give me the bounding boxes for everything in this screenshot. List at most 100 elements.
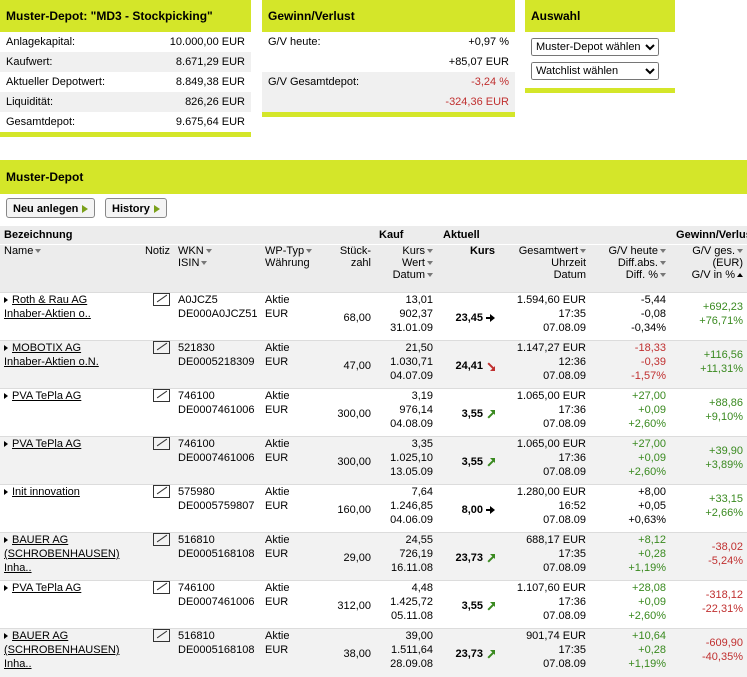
depot-select[interactable]: Muster-Depot wählen (531, 38, 659, 56)
expand-arrow-icon[interactable] (4, 585, 8, 592)
sort-down-icon (205, 249, 212, 254)
stock-name-link[interactable]: Roth & Rau AG Inhaber-Aktien o.. (4, 294, 91, 320)
gv-heute-abs-row: +85,07 EUR (262, 52, 515, 72)
gv-total-pct: +2,66% (705, 507, 743, 519)
gv-total-pct: -40,35% (702, 651, 743, 663)
current-price: 3,55 (461, 456, 483, 468)
note-edit-icon[interactable] (153, 437, 170, 450)
current-date: 07.08.09 (543, 610, 586, 622)
current-date: 07.08.09 (543, 370, 586, 382)
col-kurs[interactable]: Kurs Wert Datum (375, 244, 437, 293)
stock-name-link[interactable]: BAUER AG (SCHROBENHAUSEN) Inha.. (4, 630, 120, 670)
note-edit-icon[interactable] (153, 581, 170, 594)
note-edit-icon[interactable] (153, 293, 170, 306)
stock-name-link[interactable]: PVA TePla AG (12, 582, 82, 594)
summary-value: 10.000,00 EUR (169, 36, 245, 48)
expand-arrow-icon[interactable] (4, 537, 8, 544)
gv-total: -318,12 (705, 589, 743, 601)
current-price: 3,55 (461, 600, 483, 612)
buy-price: 3,19 (411, 390, 433, 402)
depot-table-body: Name Notiz WKN ISIN WP-Typ Währung Stück-z… (0, 244, 747, 677)
expand-arrow-icon[interactable] (4, 441, 8, 448)
expand-arrow-icon[interactable] (4, 297, 8, 304)
auswahl-box: Auswahl Muster-Depot wählen Watchlist wä… (525, 0, 675, 93)
wp-typ: Aktie (265, 438, 290, 450)
gv-total-pct: +76,71% (699, 315, 743, 327)
current-price: 8,00 (461, 504, 483, 516)
currency: EUR (265, 644, 289, 656)
currency: EUR (265, 356, 289, 368)
box-bottom-bar (525, 88, 675, 93)
gv-summary-box: Gewinn/Verlust G/V heute: +0,97 % +85,07… (262, 0, 515, 124)
time: 12:36 (558, 356, 586, 368)
wp-typ: Aktie (265, 390, 290, 402)
wkn: 521830 (178, 342, 215, 354)
buy-date: 04.06.09 (390, 514, 433, 526)
watchlist-select[interactable]: Watchlist wählen (531, 62, 659, 80)
time: 17:36 (558, 452, 586, 464)
stock-name-link[interactable]: BAUER AG (SCHROBENHAUSEN) Inha.. (4, 534, 120, 574)
depot-section-title: Muster-Depot (0, 160, 747, 194)
expand-arrow-icon[interactable] (4, 345, 8, 352)
buy-value: 1.025,10 (390, 452, 433, 464)
stueckzahl: 47,00 (343, 360, 371, 372)
stock-name-link[interactable]: PVA TePla AG (12, 438, 82, 450)
note-edit-icon[interactable] (153, 485, 170, 498)
buy-date: 04.08.09 (390, 418, 433, 430)
col-gvheute[interactable]: G/V heute Diff.abs. Diff. % (590, 244, 670, 293)
stock-name-link[interactable]: Init innovation (12, 486, 80, 498)
currency: EUR (265, 308, 289, 320)
col-wptyp[interactable]: WP-Typ Währung (261, 244, 333, 293)
col-name[interactable]: Name (0, 244, 127, 293)
diff-abs: +0,28 (638, 548, 666, 560)
current-price: 23,73 (455, 648, 483, 660)
isin: DE0007461006 (178, 596, 255, 608)
history-button[interactable]: History (105, 198, 167, 218)
diff-pct: +2,60% (628, 466, 666, 478)
diff-pct: -0,34% (631, 322, 666, 334)
table-row: Roth & Rau AG Inhaber-Aktien o.. A0JCZ5 DE… (0, 292, 747, 341)
buy-value: 726,19 (399, 548, 433, 560)
buy-price: 4,48 (411, 582, 433, 594)
time: 17:35 (558, 548, 586, 560)
col-gvges[interactable]: G/V ges. (EUR) G/V in % (670, 244, 747, 293)
time: 17:35 (558, 308, 586, 320)
col-wkn[interactable]: WKN ISIN (174, 244, 261, 293)
total-value: 1.280,00 EUR (516, 486, 586, 498)
diff-abs: +0,28 (638, 644, 666, 656)
note-edit-icon[interactable] (153, 389, 170, 402)
note-edit-icon[interactable] (153, 341, 170, 354)
stock-name-link[interactable]: MOBOTIX AG Inhaber-Aktien o.N. (4, 342, 99, 368)
table-row: PVA TePla AG 746100 DE0007461006 Aktie EUR 30… (0, 436, 747, 485)
diff-abs: -0,08 (640, 308, 666, 320)
currency: EUR (265, 404, 289, 416)
wp-typ: Aktie (265, 486, 290, 498)
stock-name-link[interactable]: PVA TePla AG (12, 390, 82, 402)
gv-total: +88,86 (709, 397, 743, 409)
gv-today: -5,44 (640, 294, 666, 306)
note-edit-icon[interactable] (153, 533, 170, 546)
depot-summary-row: Aktueller Depotwert: 8.849,38 EUR (0, 72, 251, 92)
gv-gesamt-label: G/V Gesamtdepot: (268, 76, 360, 88)
expand-arrow-icon[interactable] (4, 633, 8, 640)
diff-pct: +1,19% (628, 562, 666, 574)
isin: DE0005168108 (178, 644, 255, 656)
summary-value: 8.849,38 EUR (175, 76, 245, 88)
col-gesamtwert[interactable]: Gesamtwert Uhrzeit Datum (499, 244, 590, 293)
gv-today: -18,33 (634, 342, 666, 354)
diff-abs: +0,09 (638, 452, 666, 464)
stueckzahl: 29,00 (343, 552, 371, 564)
gv-total: +39,90 (709, 445, 743, 457)
gv-gesamt-row: G/V Gesamtdepot: -3,24 % (262, 72, 515, 92)
expand-arrow-icon[interactable] (4, 393, 8, 400)
note-edit-icon[interactable] (153, 629, 170, 642)
expand-arrow-icon[interactable] (4, 489, 8, 496)
gv-gesamt-abs: -324,36 EUR (445, 96, 509, 108)
wp-typ: Aktie (265, 294, 290, 306)
depot-summary-box: Muster-Depot: "MD3 - Stockpicking" Anlag… (0, 0, 251, 144)
group-aktuell: Aktuell (437, 226, 671, 244)
table-row: PVA TePla AG 746100 DE0007461006 Aktie EUR 30… (0, 388, 747, 437)
new-button[interactable]: Neu anlegen (6, 198, 96, 218)
wkn: 746100 (178, 582, 215, 594)
buy-value: 902,37 (399, 308, 433, 320)
